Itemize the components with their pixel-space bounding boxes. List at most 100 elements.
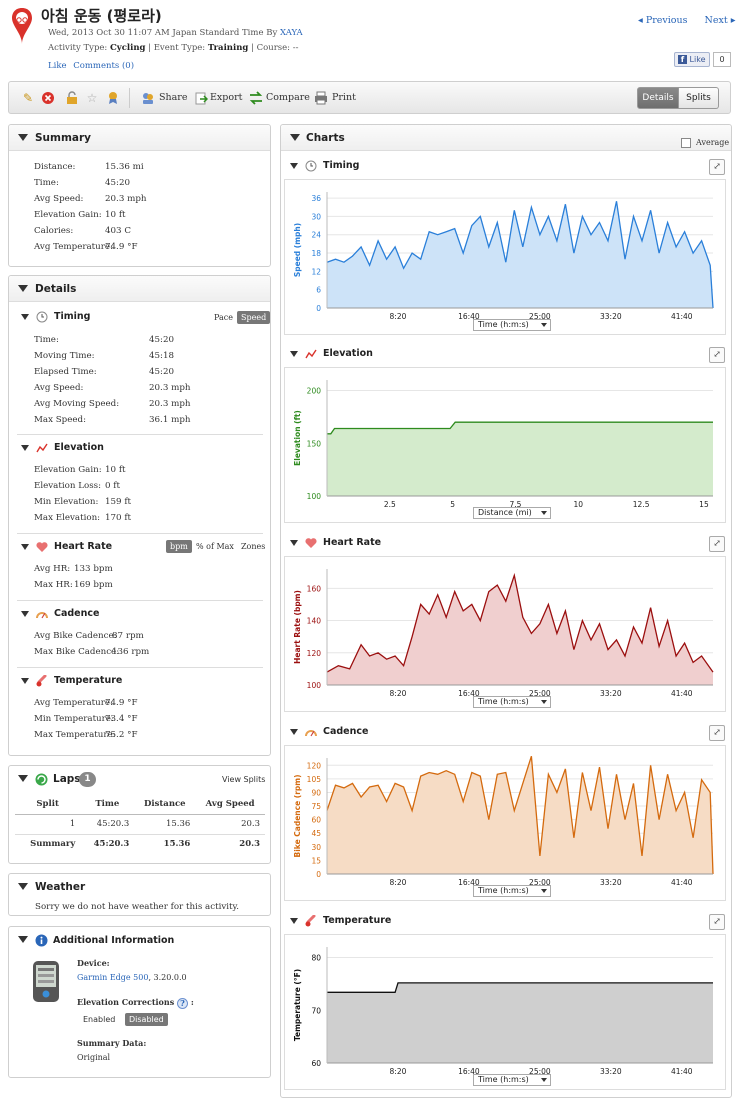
speed-toggle[interactable]: Speed (237, 311, 271, 324)
favorite-star-icon[interactable]: ☆ (86, 91, 98, 105)
timing-series-line (326, 201, 714, 309)
course-value[interactable]: -- (292, 43, 299, 53)
elevation-chart-svg: 100 150 200 2.5 5 7.5 10 12.5 15 Elevation (ft) (293, 380, 713, 509)
collapse-triangle-icon[interactable] (18, 936, 28, 943)
collapse-triangle-icon[interactable] (18, 134, 28, 141)
facebook-like-button[interactable]: f Like (674, 52, 710, 67)
temperature-chart-collapse-icon[interactable] (290, 918, 298, 924)
y-tick-label: 105 (307, 775, 322, 784)
edit-pencil-icon[interactable]: ✎ (22, 91, 34, 105)
enabled-toggle[interactable]: Enabled (83, 1015, 116, 1024)
elev-loss-label: Elevation Loss: (34, 481, 102, 491)
collapse-triangle-icon[interactable] (18, 775, 28, 782)
summary-data-label: Summary Data: (77, 1038, 147, 1048)
activity-title[interactable]: 아침 운동 (평로라) (41, 7, 162, 25)
export-icon[interactable] (194, 91, 209, 105)
cadence-collapse-icon[interactable] (21, 611, 29, 617)
heart-rate-x-axis-select[interactable]: Time (h:m:s) (473, 696, 551, 708)
elevation-chart-collapse-icon[interactable] (290, 351, 298, 357)
splits-tab[interactable]: Splits (679, 87, 719, 109)
percent-max-toggle[interactable]: % of Max (196, 542, 234, 551)
stopwatch-icon (36, 311, 48, 323)
average-label: Average (696, 138, 730, 147)
print-button[interactable]: Print (332, 92, 356, 103)
cadence-x-axis-select[interactable]: Time (h:m:s) (473, 885, 551, 897)
expand-chart-icon[interactable]: ⤢ (709, 725, 725, 741)
next-arrow-icon[interactable]: ▸ (730, 15, 736, 26)
compare-icon[interactable] (249, 91, 263, 105)
author-link[interactable]: XAYA (279, 28, 303, 38)
bpm-toggle[interactable]: bpm (166, 540, 192, 553)
summary-elev-gain-label: Elevation Gain: (34, 210, 102, 220)
zones-toggle[interactable]: Zones (241, 542, 266, 551)
elev-min-label: Min Elevation: (34, 497, 99, 507)
expand-chart-icon[interactable]: ⤢ (709, 159, 725, 175)
expand-chart-icon[interactable]: ⤢ (709, 536, 725, 552)
summary-avg-speed-label: Avg Speed: (34, 194, 84, 204)
collapse-triangle-icon[interactable] (18, 285, 28, 292)
print-icon[interactable] (314, 91, 328, 105)
event-type-value[interactable]: Training (207, 43, 249, 53)
comments-link[interactable]: Comments (0) (73, 61, 135, 71)
cadence-chart: 0 15 30 45 60 75 90 105 120 8:20 16:40 25:00 33:20 41… (284, 745, 726, 901)
laps-col-split[interactable]: Split (15, 794, 81, 815)
timing-x-axis-select[interactable]: Time (h:m:s) (473, 319, 551, 331)
chevron-down-icon (541, 323, 547, 327)
details-tab[interactable]: Details (637, 87, 679, 109)
cadence-title: Cadence (54, 608, 100, 619)
y-tick-label: 0 (316, 304, 321, 313)
x-tick-label: 10 (574, 500, 584, 509)
activity-type-value[interactable]: Cycling (109, 43, 146, 53)
badge-icon[interactable] (106, 91, 120, 105)
help-question-icon[interactable]: ? (177, 997, 189, 1009)
temperature-x-axis-select[interactable]: Time (h:m:s) (473, 1074, 551, 1086)
disabled-toggle[interactable]: Disabled (125, 1013, 168, 1026)
share-button[interactable]: Share (159, 92, 188, 103)
cadence-chart-collapse-icon[interactable] (290, 729, 298, 735)
laps-summary-row: Summary 45:20.3 15.36 20.3 (15, 834, 265, 854)
export-button[interactable]: Export (210, 92, 243, 103)
collapse-triangle-icon[interactable] (18, 883, 28, 890)
expand-chart-icon[interactable]: ⤢ (709, 347, 725, 363)
y-tick-label: 30 (311, 212, 321, 221)
temperature-series-area (327, 982, 713, 1063)
previous-link[interactable]: Previous (645, 15, 688, 26)
timing-collapse-icon[interactable] (21, 314, 29, 320)
elevation-title: Elevation (54, 442, 104, 453)
expand-chart-icon[interactable]: ⤢ (709, 914, 725, 930)
heart-rate-collapse-icon[interactable] (21, 544, 29, 550)
table-row[interactable]: 1 45:20.3 15.36 20.3 (15, 814, 265, 835)
delete-icon[interactable] (41, 91, 55, 105)
pace-toggle[interactable]: Pace (214, 313, 234, 322)
elevation-collapse-icon[interactable] (21, 445, 29, 451)
y-tick-label: 24 (311, 231, 321, 240)
temperature-collapse-icon[interactable] (21, 678, 29, 684)
elev-gain-label: Elevation Gain: (34, 465, 102, 475)
share-icon[interactable] (141, 91, 155, 105)
timing-chart-collapse-icon[interactable] (290, 163, 298, 169)
laps-col-avg-speed[interactable]: Avg Speed (195, 794, 265, 815)
laps-col-distance[interactable]: Distance (134, 794, 196, 815)
heart-icon (36, 541, 48, 553)
lock-icon[interactable] (65, 91, 79, 105)
summary-header[interactable]: Summary (9, 125, 270, 151)
compare-button[interactable]: Compare (266, 92, 310, 103)
x-tick-label: 16:40 (458, 878, 480, 887)
next-link[interactable]: Next (704, 15, 728, 26)
collapse-triangle-icon[interactable] (290, 134, 300, 141)
previous-arrow-icon[interactable]: ◂ (638, 15, 643, 26)
x-axis-select-value: Time (h:m:s) (478, 320, 529, 329)
charts-header[interactable]: Charts (281, 125, 731, 151)
view-splits-link[interactable]: View Splits (222, 775, 266, 784)
heart-rate-chart-collapse-icon[interactable] (290, 540, 298, 546)
device-link[interactable]: Garmin Edge 500 (77, 973, 149, 982)
average-checkbox[interactable] (681, 138, 691, 148)
timing-elapsed-label: Elapsed Time: (34, 367, 97, 377)
laps-col-time[interactable]: Time (80, 794, 135, 815)
y-tick-label: 60 (311, 816, 321, 825)
elevation-x-axis-select[interactable]: Distance (mi) (473, 507, 551, 519)
details-header[interactable]: Details (9, 276, 270, 302)
summary-avg-temp-label: Avg Temperature: (34, 242, 113, 252)
chevron-down-icon (541, 1078, 547, 1082)
like-link[interactable]: Like (48, 61, 67, 71)
